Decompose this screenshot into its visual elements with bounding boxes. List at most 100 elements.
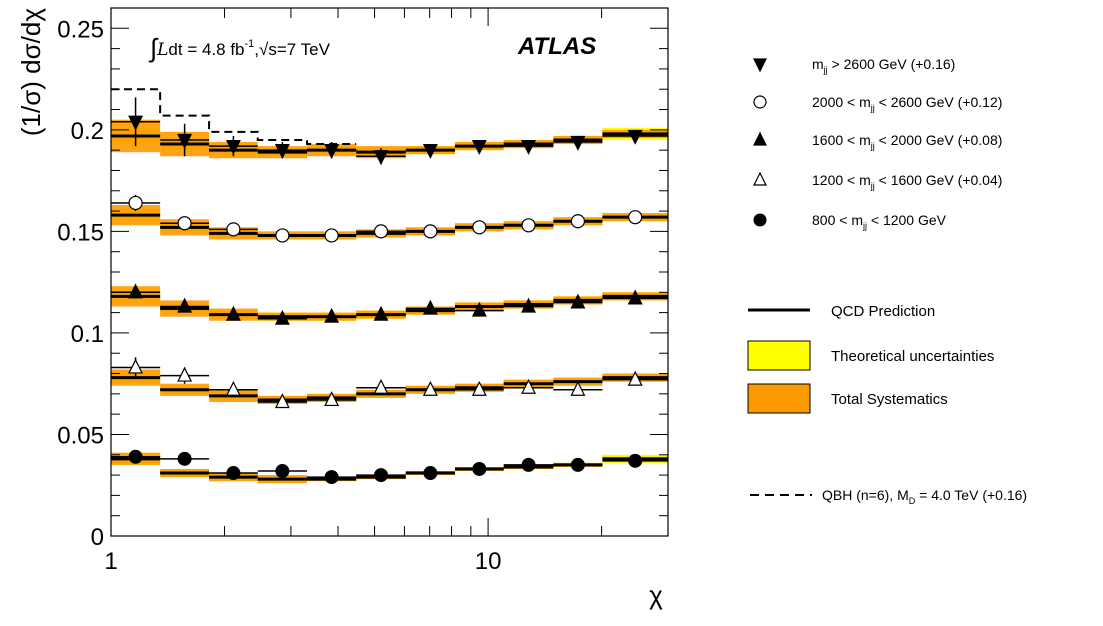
data-marker: [521, 297, 537, 313]
data-marker: [177, 216, 192, 231]
lumi-sup: -1: [245, 38, 255, 50]
data-marker: [373, 378, 389, 394]
data-marker: [128, 358, 144, 374]
legend-label-pre: m: [812, 56, 824, 72]
legend-label-post: > 2600 GeV (+0.16): [828, 56, 956, 72]
data-points: [111, 97, 668, 485]
data-marker: [422, 380, 438, 396]
experiment-label: ATLAS: [517, 33, 596, 60]
data-marker: [226, 466, 241, 481]
data-marker: [374, 468, 389, 483]
legend-label-sub: jj: [870, 141, 875, 151]
legend-label-post: < 1600 GeV (+0.04): [875, 172, 1003, 188]
data-marker: [521, 378, 537, 394]
legend-marker: [753, 95, 767, 109]
legend-label: 800 < mjj < 1200 GeV: [812, 212, 947, 231]
data-marker: [324, 228, 339, 243]
qbh-curve: [111, 88, 357, 146]
data-marker: [177, 451, 192, 466]
legend-marker: [753, 171, 767, 186]
legend-qbh-post: = 4.0 TeV (+0.16): [915, 487, 1027, 503]
data-marker: [226, 222, 241, 237]
legend-label-post: < 1200 GeV: [867, 212, 947, 228]
data-marker: [422, 299, 438, 315]
data-marker: [521, 139, 537, 155]
data-marker: [128, 115, 144, 131]
data-marker: [324, 307, 340, 323]
data-marker: [373, 150, 389, 166]
x-tick-label: 1: [104, 548, 117, 575]
lumi-L: L: [156, 40, 168, 60]
legend-qbh-sub: D: [909, 496, 916, 506]
data-marker: [128, 449, 143, 464]
legend-theory-swatch: [747, 340, 811, 371]
data-marker: [423, 466, 438, 481]
y-tick-label: 0.15: [57, 219, 104, 246]
qbh-line: [111, 88, 357, 146]
data-marker: [274, 144, 290, 159]
data-marker: [275, 228, 290, 243]
data-marker: [275, 464, 290, 479]
legend-marker: [753, 131, 767, 146]
legend-label: 2000 < mjj < 2600 GeV (+0.12): [812, 94, 1002, 113]
y-tick-label: 0.1: [71, 321, 104, 348]
lumi-rest: ,√s=7 TeV: [254, 40, 330, 59]
y-tick-label: 0.2: [71, 118, 104, 145]
legend-label-pre: 2000 < m: [812, 94, 871, 110]
legend-label-pre: 1200 < m: [812, 172, 871, 188]
data-marker: [627, 129, 643, 145]
data-marker: [570, 214, 586, 229]
y-axis-title: (1/σ) dσ/dχ: [16, 8, 46, 136]
legend-theory-label: Theoretical uncertainties: [831, 348, 994, 365]
legend-label-sub: jj: [870, 103, 875, 113]
legend-marker: [753, 58, 767, 73]
legend-sys-swatch: [747, 383, 811, 414]
axis-ticks: [110, 7, 668, 537]
legend-label-post: < 2600 GeV (+0.12): [875, 94, 1003, 110]
data-marker: [177, 133, 193, 149]
data-marker: [324, 470, 339, 485]
legend-label-sub: jj: [862, 221, 867, 231]
data-marker: [225, 139, 241, 155]
x-axis-title: χ: [649, 580, 663, 610]
y-tick-label: 0.25: [57, 16, 104, 43]
legend: mjj > 2600 GeV (+0.16)2000 < mjj < 2600 …: [747, 56, 1027, 506]
data-marker: [471, 380, 487, 396]
data-marker: [471, 139, 487, 155]
data-marker: [423, 224, 438, 239]
lumi-label: ∫Ldt = 4.8 fb-1,√s=7 TeV: [148, 33, 331, 63]
data-marker: [225, 380, 241, 396]
legend-qcd-label: QCD Prediction: [831, 303, 935, 320]
y-tick-label: 0.05: [57, 422, 104, 449]
data-marker: [422, 144, 438, 159]
data-marker: [627, 289, 643, 305]
data-marker: [628, 210, 643, 225]
data-marker: [274, 393, 290, 409]
legend-qbh-pre: QBH (n=6), M: [822, 487, 909, 503]
data-marker: [472, 220, 487, 235]
data-marker: [274, 309, 290, 325]
data-marker: [521, 457, 536, 472]
axis-tick-labels: 1 10 0 0.05 0.1 0.15 0.2 0.25: [57, 16, 501, 575]
lumi-text: dt = 4.8 fb: [168, 40, 244, 59]
data-marker: [177, 366, 193, 382]
data-marker: [628, 453, 643, 468]
legend-label-sub: jj: [870, 181, 875, 191]
x-tick-label: 10: [475, 548, 502, 575]
plot-frame: [110, 7, 669, 537]
legend-label-post: < 2000 GeV (+0.08): [875, 132, 1003, 148]
data-marker: [128, 283, 144, 299]
data-marker: [225, 305, 241, 321]
data-marker: [521, 218, 536, 233]
legend-qbh-label: QBH (n=6), MD = 4.0 TeV (+0.16): [822, 487, 1027, 506]
legend-label: 1200 < mjj < 1600 GeV (+0.04): [812, 172, 1002, 191]
data-marker: [472, 461, 487, 476]
legend-sys-label: Total Systematics: [831, 391, 948, 408]
data-marker: [177, 297, 193, 313]
legend-label: mjj > 2600 GeV (+0.16): [812, 56, 955, 75]
data-marker: [373, 224, 389, 239]
data-marker: [324, 144, 340, 159]
y-tick-label: 0: [91, 524, 104, 551]
data-marker: [471, 301, 487, 317]
